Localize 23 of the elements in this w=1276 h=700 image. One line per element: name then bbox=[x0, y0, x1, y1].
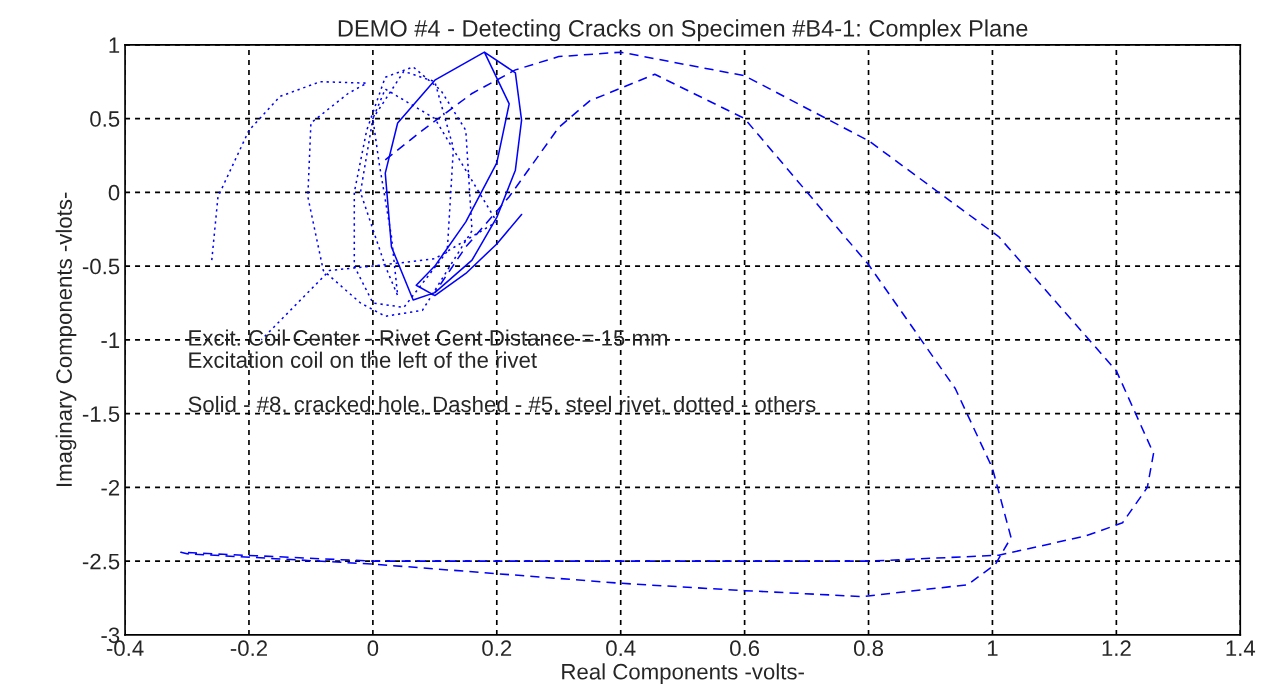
x-tick-label: 0.4 bbox=[606, 640, 636, 657]
x-tick-label: 0.2 bbox=[482, 640, 512, 657]
x-tick-label: 0.6 bbox=[730, 640, 760, 657]
x-tick-label: 0 bbox=[367, 640, 379, 657]
y-tick-label: -1 bbox=[101, 332, 120, 348]
annotation: Excitation coil on the left of the rivet bbox=[189, 351, 537, 368]
y-tick-label: 1 bbox=[109, 37, 120, 53]
y-tick-label: -2.5 bbox=[82, 553, 120, 570]
annotation: Excit. Coil Center - Rivet Cent Distance = 15 mm bbox=[189, 329, 668, 346]
y-tick-label: 0.5 bbox=[90, 111, 120, 127]
chart-title: DEMO #4 - Detecting Cracks on Specimen #B4-1: Complex Plane bbox=[338, 19, 1028, 42]
y-tick-label: -0.5 bbox=[82, 258, 120, 275]
x-tick-label: 0.8 bbox=[853, 640, 884, 657]
x-tick-label: -0.2 bbox=[230, 640, 267, 657]
y-tick-label: -2 bbox=[101, 479, 120, 496]
annotation: Solid - #8, cracked hole, Dashed - #5, steel rivet, dotted - others bbox=[188, 395, 816, 415]
y-axis-title: Imaginary Components -vlots- bbox=[55, 192, 77, 486]
x-tick-label: 1.2 bbox=[1102, 640, 1131, 656]
x-tick-label: 1.4 bbox=[1226, 640, 1256, 656]
x-axis-title: Real Components -volts- bbox=[562, 663, 804, 684]
y-tick-label: -1.5 bbox=[82, 406, 120, 422]
y-tick-label: 0 bbox=[108, 184, 120, 201]
x-tick-label: 1 bbox=[987, 640, 998, 656]
